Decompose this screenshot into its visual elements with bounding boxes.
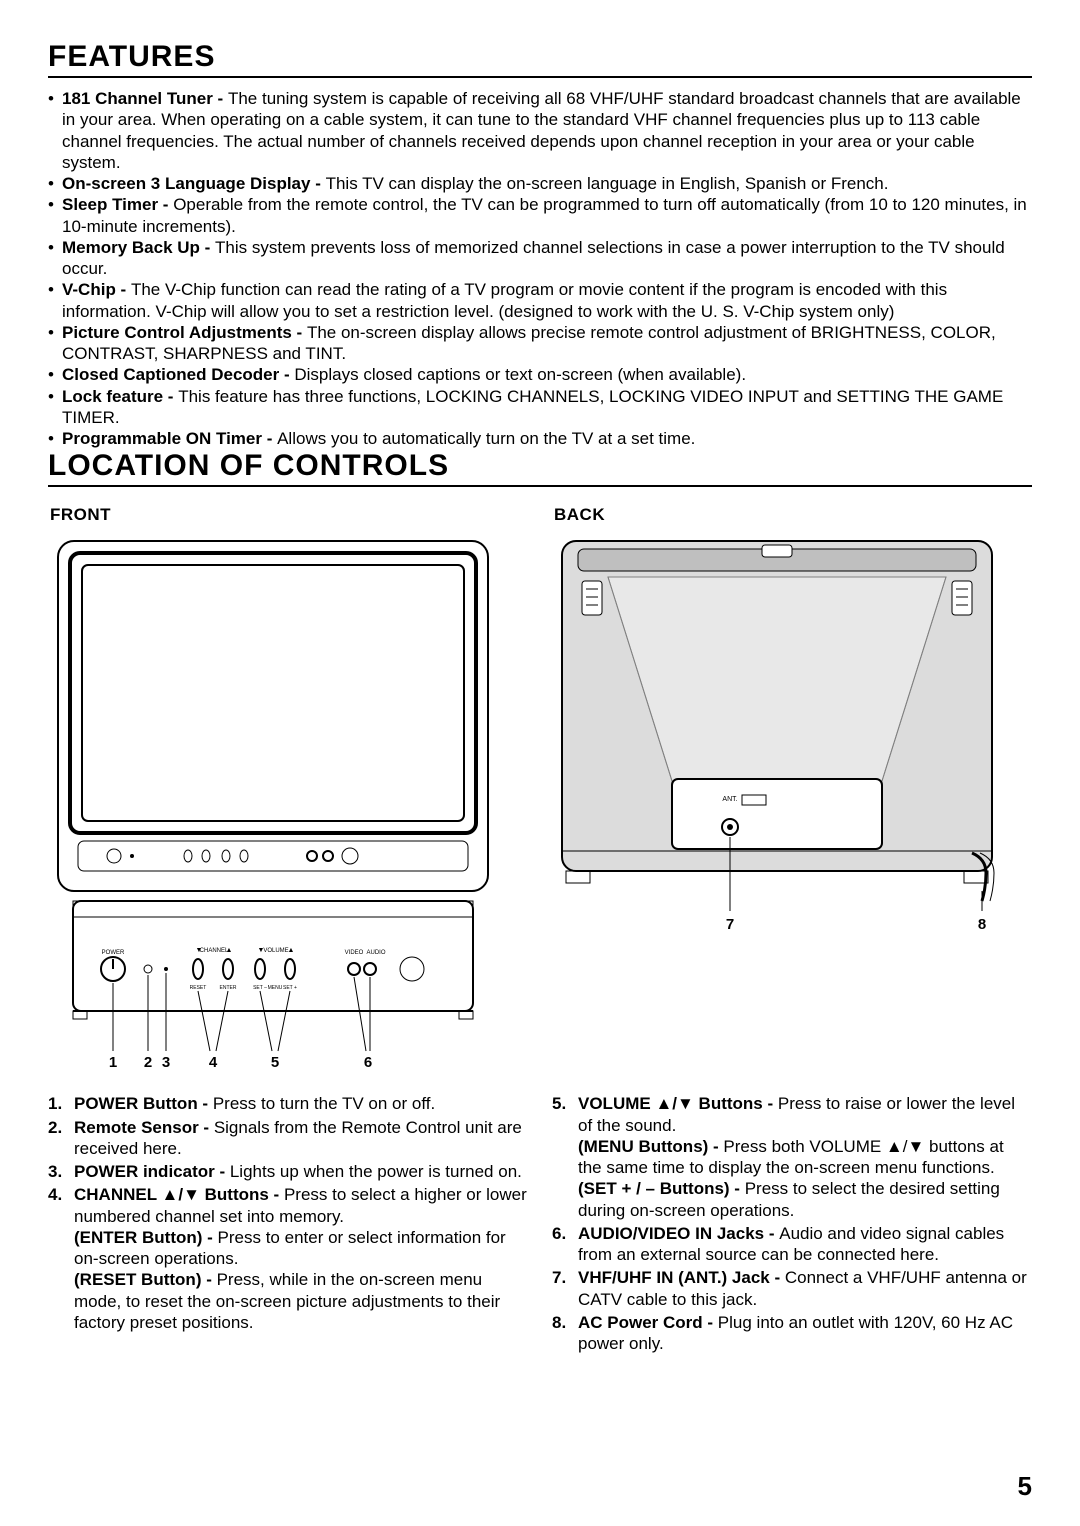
features-list: 181 Channel Tuner - The tuning system is… bbox=[48, 88, 1032, 449]
control-title: (MENU Buttons) - bbox=[578, 1137, 723, 1156]
feature-text: Allows you to automatically turn on the … bbox=[277, 429, 695, 448]
diagram-label: ENTER bbox=[220, 985, 237, 991]
diagram-label: POWER bbox=[102, 950, 125, 956]
page-number: 5 bbox=[1018, 1471, 1032, 1502]
diagram-label: 6 bbox=[364, 1054, 372, 1071]
control-item: 4.CHANNEL ▲/▼ Buttons - Press to select … bbox=[48, 1184, 528, 1333]
control-item: 7.VHF/UHF IN (ANT.) Jack - Connect a VHF… bbox=[552, 1267, 1032, 1310]
control-text: Lights up when the power is turned on. bbox=[230, 1162, 522, 1181]
diagram-label: 2 bbox=[144, 1054, 152, 1071]
control-title: VHF/UHF IN (ANT.) Jack - bbox=[578, 1268, 785, 1287]
control-title: AUDIO/VIDEO IN Jacks - bbox=[578, 1224, 779, 1243]
manual-page: FEATURES 181 Channel Tuner - The tuning … bbox=[0, 0, 1080, 1526]
front-diagram: POWER CHANNEL ▼ ▲ RESET ENTER VOLUME ▼ ▲ bbox=[48, 531, 518, 1071]
diagram-label: 8 bbox=[978, 916, 986, 933]
diagram-label: AUDIO bbox=[366, 950, 385, 956]
control-item: 5.VOLUME ▲/▼ Buttons - Press to raise or… bbox=[552, 1093, 1032, 1221]
feature-item: Picture Control Adjustments - The on-scr… bbox=[48, 322, 1032, 365]
feature-text: Operable from the remote control, the TV… bbox=[62, 195, 1027, 235]
control-title: (RESET Button) - bbox=[74, 1270, 217, 1289]
feature-title: Programmable ON Timer - bbox=[62, 429, 277, 448]
control-title: AC Power Cord - bbox=[578, 1313, 718, 1332]
feature-item: Closed Captioned Decoder - Displays clos… bbox=[48, 364, 1032, 385]
controls-right-list: 5.VOLUME ▲/▼ Buttons - Press to raise or… bbox=[552, 1093, 1032, 1354]
feature-item: Memory Back Up - This system prevents lo… bbox=[48, 237, 1032, 280]
diagram-label: RESET bbox=[190, 985, 207, 991]
feature-title: On-screen 3 Language Display - bbox=[62, 174, 326, 193]
control-number: 8. bbox=[552, 1312, 566, 1333]
control-title: VOLUME ▲/▼ Buttons - bbox=[578, 1094, 778, 1113]
control-number: 4. bbox=[48, 1184, 62, 1205]
diagram-label: 7 bbox=[726, 916, 734, 933]
control-title: CHANNEL ▲/▼ Buttons - bbox=[74, 1185, 284, 1204]
back-diagram: ANT. 7 8 bbox=[552, 531, 1022, 951]
svg-text:▲: ▲ bbox=[226, 947, 233, 954]
diagram-label: SET – bbox=[253, 985, 267, 991]
controls-row: 1. POWER Button - Press to turn the TV on… bbox=[48, 1077, 1032, 1356]
controls-left-list: 1. POWER Button - Press to turn the TV on… bbox=[48, 1093, 528, 1333]
feature-title: 181 Channel Tuner - bbox=[62, 89, 228, 108]
feature-title: V-Chip - bbox=[62, 280, 131, 299]
diagram-label: 5 bbox=[271, 1054, 279, 1071]
features-heading: FEATURES bbox=[48, 40, 1032, 78]
control-title: (ENTER Button) - bbox=[74, 1228, 218, 1247]
control-number: 6. bbox=[552, 1223, 566, 1244]
control-number: 3. bbox=[48, 1161, 62, 1182]
feature-item: Lock feature - This feature has three fu… bbox=[48, 386, 1032, 429]
controls-right-col: 5.VOLUME ▲/▼ Buttons - Press to raise or… bbox=[552, 1077, 1032, 1356]
control-number: 5. bbox=[552, 1093, 566, 1114]
control-item: 3. POWER indicator - Lights up when the p… bbox=[48, 1161, 528, 1182]
diagram-label: 3 bbox=[162, 1054, 170, 1071]
control-item: 6.AUDIO/VIDEO IN Jacks - Audio and video… bbox=[552, 1223, 1032, 1266]
diagram-label: 4 bbox=[209, 1054, 218, 1071]
location-heading: LOCATION OF CONTROLS bbox=[48, 449, 1032, 487]
feature-title: Picture Control Adjustments - bbox=[62, 323, 307, 342]
diagram-label: ANT. bbox=[722, 796, 737, 803]
diagram-label: 1 bbox=[109, 1054, 117, 1071]
feature-item: On-screen 3 Language Display - This TV c… bbox=[48, 173, 1032, 194]
control-item: 1. POWER Button - Press to turn the TV on… bbox=[48, 1093, 528, 1114]
control-number: 2. bbox=[48, 1117, 62, 1138]
control-item: 8.AC Power Cord - Plug into an outlet wi… bbox=[552, 1312, 1032, 1355]
control-number: 1. bbox=[48, 1093, 62, 1114]
controls-left-col: 1. POWER Button - Press to turn the TV on… bbox=[48, 1077, 528, 1356]
feature-title: Lock feature - bbox=[62, 387, 178, 406]
feature-item: 181 Channel Tuner - The tuning system is… bbox=[48, 88, 1032, 173]
front-subheading: FRONT bbox=[50, 505, 528, 525]
control-title: (SET + / – Buttons) - bbox=[578, 1179, 745, 1198]
feature-title: Memory Back Up - bbox=[62, 238, 215, 257]
diagram-label: VIDEO bbox=[345, 950, 364, 956]
feature-text: Displays closed captions or text on-scre… bbox=[294, 365, 746, 384]
back-column: BACK bbox=[552, 497, 1032, 1071]
control-text: Press to turn the TV on or off. bbox=[213, 1094, 435, 1113]
feature-item: Programmable ON Timer - Allows you to au… bbox=[48, 428, 1032, 449]
control-title: Remote Sensor - bbox=[74, 1118, 214, 1137]
diagrams-row: FRONT bbox=[48, 497, 1032, 1071]
feature-item: Sleep Timer - Operable from the remote c… bbox=[48, 194, 1032, 237]
control-number: 7. bbox=[552, 1267, 566, 1288]
control-item: 2.Remote Sensor - Signals from the Remot… bbox=[48, 1117, 528, 1160]
feature-text: This feature has three functions, LOCKIN… bbox=[62, 387, 1003, 427]
feature-title: Sleep Timer - bbox=[62, 195, 173, 214]
svg-text:▲: ▲ bbox=[288, 947, 295, 954]
back-subheading: BACK bbox=[554, 505, 1032, 525]
feature-text: This TV can display the on-screen langua… bbox=[326, 174, 889, 193]
diagram-label: SET + bbox=[283, 985, 297, 991]
diagram-label: MENU bbox=[268, 985, 283, 991]
feature-text: The V-Chip function can read the rating … bbox=[62, 280, 947, 320]
control-title: POWER Button - bbox=[74, 1094, 213, 1113]
svg-text:▼: ▼ bbox=[196, 947, 203, 954]
control-title: POWER indicator - bbox=[74, 1162, 230, 1181]
svg-text:▼: ▼ bbox=[258, 947, 265, 954]
feature-title: Closed Captioned Decoder - bbox=[62, 365, 294, 384]
diagram-label: VOLUME bbox=[263, 948, 288, 954]
front-column: FRONT bbox=[48, 497, 528, 1071]
feature-item: V-Chip - The V-Chip function can read th… bbox=[48, 279, 1032, 322]
